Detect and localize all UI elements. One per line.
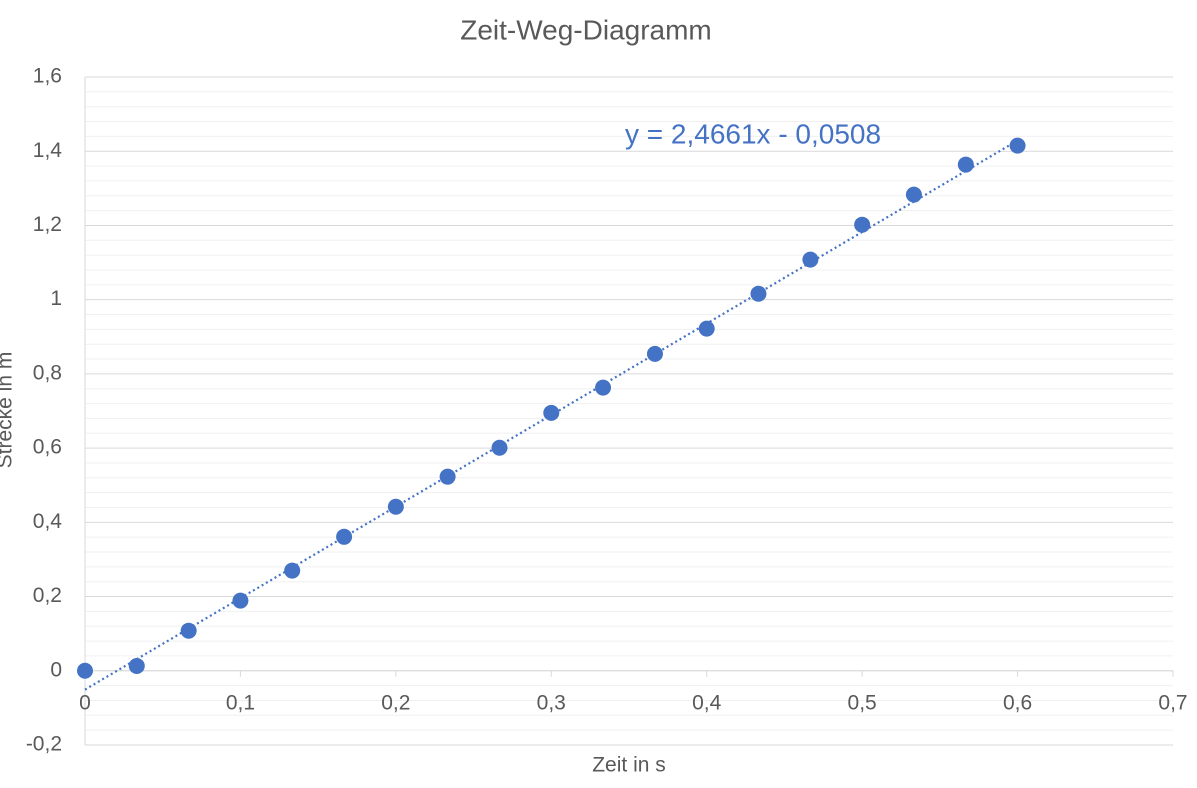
point xyxy=(77,662,93,679)
y-tick-label: 1,4 xyxy=(33,139,63,162)
point xyxy=(491,439,508,456)
point xyxy=(128,657,145,674)
y-tick-label: 0,6 xyxy=(33,436,62,459)
x-tick-label: 0,1 xyxy=(226,691,255,714)
x-tick-label: 0,2 xyxy=(381,691,410,714)
point xyxy=(646,345,663,362)
point xyxy=(284,562,301,579)
point xyxy=(336,528,353,545)
y-tick-label: -0,2 xyxy=(26,733,62,756)
point xyxy=(543,404,560,421)
point xyxy=(802,251,819,268)
y-tick-label: 0,8 xyxy=(33,361,62,384)
point xyxy=(1009,137,1026,154)
x-tick-label: 0,3 xyxy=(537,691,566,714)
point xyxy=(854,216,871,233)
chart-title: Zeit-Weg-Diagramm xyxy=(460,14,712,45)
y-tick-label: 0,4 xyxy=(33,510,63,533)
point xyxy=(180,622,197,639)
point xyxy=(387,498,404,515)
x-tick-label: 0 xyxy=(79,691,91,714)
point xyxy=(439,468,456,485)
point xyxy=(905,186,922,203)
x-tick-label: 0,6 xyxy=(1003,691,1032,714)
y-tick-label: 0,2 xyxy=(33,584,62,607)
y-axis-title: Strecke in m xyxy=(0,352,17,469)
y-tick-label: 1,2 xyxy=(33,213,62,236)
point xyxy=(595,379,612,396)
point xyxy=(698,320,715,337)
trendline-label: y = 2,4661x - 0,0508 xyxy=(625,118,881,149)
y-tick-label: 0 xyxy=(50,658,62,681)
x-axis-title: Zeit in s xyxy=(592,754,666,777)
y-tick-label: 1 xyxy=(50,287,62,310)
point xyxy=(750,285,767,302)
x-tick-label: 0,4 xyxy=(692,691,722,714)
y-tick-label: 1,6 xyxy=(33,65,62,88)
x-tick-label: 0,5 xyxy=(848,691,877,714)
point xyxy=(232,592,249,609)
x-tick-label: 0,7 xyxy=(1158,691,1187,714)
point xyxy=(957,156,974,173)
